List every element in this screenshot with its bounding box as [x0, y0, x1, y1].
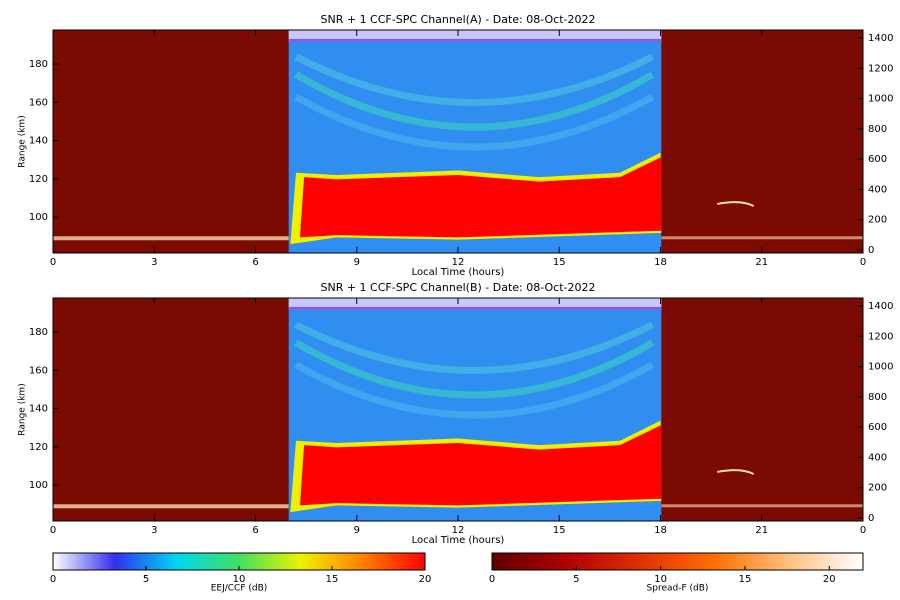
y-tick-label: 180 [29, 59, 48, 70]
x-tick-label: 18 [654, 525, 667, 536]
x-tick-label: 9 [354, 525, 360, 536]
x-tick-label: 0 [50, 525, 56, 536]
night-echo [53, 504, 289, 509]
x-tick-label: 12 [452, 257, 465, 268]
y2-tick-label: 800 [868, 392, 887, 403]
night-echo [53, 236, 289, 241]
y-tick-label: 100 [29, 480, 48, 491]
y-tick-label: 160 [29, 365, 48, 376]
colorbar-tick-label: 20 [419, 574, 432, 585]
night-echo [717, 469, 755, 476]
colorbar-label: EEJ/CCF (dB) [211, 584, 268, 594]
y-tick-label: 160 [29, 97, 48, 108]
colorbar-tick-label: 15 [739, 574, 752, 585]
colorbar [491, 552, 864, 571]
y2-tick-label: 0 [868, 245, 874, 256]
y-tick-label: 140 [29, 136, 48, 147]
colorbar-tick-label: 5 [143, 574, 149, 585]
y2-tick-label: 1200 [868, 331, 893, 342]
night-echo [717, 201, 755, 208]
y2-tick-label: 200 [868, 215, 887, 226]
x-tick-label: 18 [654, 257, 667, 268]
y2-tick-label: 1400 [868, 33, 893, 44]
x-tick-label: 15 [553, 525, 566, 536]
colorbar-tick-label: 20 [823, 574, 836, 585]
x-axis-label: Local Time (hours) [412, 267, 505, 278]
y2-tick-label: 1400 [868, 301, 893, 312]
eej-blob [300, 157, 662, 238]
y2-tick-label: 600 [868, 154, 887, 165]
eej-blob [300, 425, 662, 506]
colorbar-tick-label: 10 [654, 574, 667, 585]
x-tick-label: 6 [252, 525, 258, 536]
colorbar-label: Spread-F (dB) [647, 584, 709, 594]
y2-tick-label: 1000 [868, 94, 893, 105]
echo-arc [294, 339, 655, 399]
heatmap [53, 30, 863, 253]
x-tick-label: 6 [252, 257, 258, 268]
y-tick-label: 120 [29, 174, 48, 185]
y2-tick-label: 0 [868, 513, 874, 524]
y2-tick-label: 600 [868, 422, 887, 433]
colorbar-tick-label: 5 [573, 574, 579, 585]
y-tick-label: 100 [29, 212, 48, 223]
echo-arc [294, 71, 655, 131]
x-axis-label: Local Time (hours) [412, 535, 505, 546]
y-axis-label: Range (km) [18, 383, 28, 435]
x-tick-label: 0 [860, 257, 866, 268]
x-tick-label: 21 [755, 257, 768, 268]
chart-title: SNR + 1 CCF-SPC Channel(B) - Date: 08-Oc… [320, 281, 595, 294]
y2-tick-label: 1000 [868, 362, 893, 373]
echo-arc [294, 53, 654, 106]
y2-tick-label: 400 [868, 452, 887, 463]
y-tick-label: 180 [29, 327, 48, 338]
colorbar-tick-label: 15 [326, 574, 339, 585]
x-tick-label: 0 [50, 257, 56, 268]
x-tick-label: 3 [151, 257, 157, 268]
y2-tick-label: 1200 [868, 63, 893, 74]
x-tick-label: 9 [354, 257, 360, 268]
x-tick-label: 0 [860, 525, 866, 536]
y-axis-label: Range (km) [18, 115, 28, 167]
x-tick-label: 21 [755, 525, 768, 536]
y-tick-label: 140 [29, 404, 48, 415]
x-tick-label: 3 [151, 525, 157, 536]
top-band [288, 38, 662, 42]
colorbar-tick-label: 0 [489, 574, 495, 585]
echo-arc [294, 361, 655, 419]
echo-arc [294, 321, 654, 374]
night-echo [661, 236, 863, 240]
top-band [288, 306, 662, 310]
y-tick-label: 120 [29, 442, 48, 453]
chart-title: SNR + 1 CCF-SPC Channel(A) - Date: 08-Oc… [321, 13, 596, 26]
colorbar-tick-label: 10 [233, 574, 246, 585]
night-echo [661, 504, 863, 508]
y2-tick-label: 400 [868, 184, 887, 195]
heatmap [53, 298, 863, 521]
y2-tick-label: 800 [868, 124, 887, 135]
x-tick-label: 15 [553, 257, 566, 268]
colorbar-tick-label: 0 [50, 574, 56, 585]
y2-tick-label: 200 [868, 483, 887, 494]
x-tick-label: 12 [452, 525, 465, 536]
echo-arc [294, 93, 655, 151]
